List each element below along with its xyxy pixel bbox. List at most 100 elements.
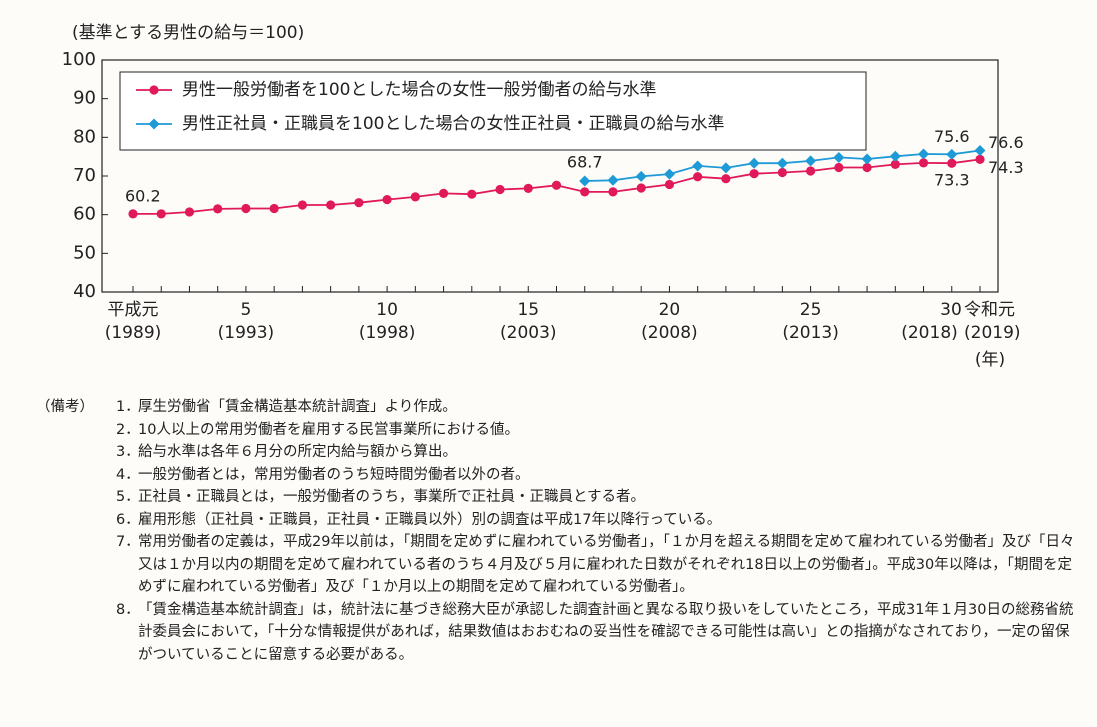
x-tick-label: 30 [940, 300, 962, 320]
note-text: 10人以上の常用労働者を雇用する民営事業所における値。 [138, 421, 519, 438]
y-tick-label: 50 [73, 242, 96, 263]
legend-label: 男性一般労働者を100とした場合の女性一般労働者の給与水準 [182, 80, 656, 100]
note-text: 正社員・正職員とは，一般労働者のうち，事業所で正社員・正職員とする者。 [138, 489, 646, 505]
x-tick-label: 平成元 [108, 300, 159, 320]
note: 6． 雇用形態（正社員・正職員，正社員・正職員以外）別の調査は平成17年以降行って… [36, 509, 1081, 532]
y-axis-title: (基準とする男性の給与＝100) [72, 23, 304, 43]
note-text: 常用労働者の定義は，平成29年以前は，「期間を定めずに雇われている労働者」，「１… [138, 534, 1075, 595]
note-number: 8． [116, 601, 140, 618]
y-tick-label: 80 [73, 126, 96, 147]
data-label: 76.6 [988, 133, 1024, 152]
data-label: 60.2 [125, 186, 161, 205]
notes: （備考） 1． 厚生労働省「賃金構造基本統計調査」より作成。 2． 10人以上の常用労… [36, 396, 1081, 666]
point [297, 200, 307, 210]
note-number: 6． [116, 511, 140, 528]
point [149, 85, 159, 95]
x-tick-label: 令和元 [964, 300, 1015, 320]
y-tick-label: 90 [73, 88, 96, 109]
chart: (基準とする男性の給与＝100) 40 50 60 70 80 90 100 平成元 (1989… [62, 23, 1024, 370]
point [974, 144, 986, 156]
point [720, 162, 732, 174]
point [663, 168, 675, 180]
point [495, 184, 505, 195]
note-number: 3． [116, 444, 140, 460]
x-tick-label: 20 [659, 300, 681, 320]
y-tick-label: 70 [73, 165, 96, 186]
point [918, 158, 929, 168]
x-tick-year: (2013) [782, 323, 839, 343]
data-label: 68.7 [567, 153, 603, 172]
note: 2． 10人以上の常用労働者を雇用する民営事業所における値。 [36, 419, 1081, 442]
note-number: 7． [116, 534, 140, 550]
note-text: 雇用形態（正社員・正職員，正社員・正職員以外）別の調査は平成17年以降行っている… [138, 511, 722, 528]
note-number: 4． [116, 466, 140, 483]
y-tick-label: 40 [73, 281, 96, 302]
point [128, 209, 138, 219]
point [748, 157, 760, 169]
point [523, 183, 533, 193]
notes-label: （備考） [36, 399, 94, 415]
point [693, 172, 703, 182]
point [635, 170, 647, 182]
point [608, 187, 618, 197]
x-unit: (年) [975, 350, 1005, 370]
x-tick-year: (1993) [218, 323, 275, 343]
point [721, 174, 731, 184]
note-text: 給与水準は各年６月分の所定内給与額から算出。 [138, 444, 457, 460]
point [148, 118, 160, 130]
note: 7． 常用労働者の定義は，平成29年以前は，「期間を定めずに雇われている労働者」，… [36, 531, 1081, 599]
note: 4． 一般労働者とは，常用労働者のうち短時間労働者以外の者。 [36, 464, 1081, 487]
point [890, 159, 900, 169]
point [947, 158, 957, 168]
point [918, 148, 930, 160]
x-tick-year: (2018) [901, 323, 958, 343]
point [806, 166, 816, 176]
point [862, 162, 872, 173]
note: 3． 給与水準は各年６月分の所定内給与額から算出。 [36, 441, 1081, 464]
note: 8． 「賃金構造基本統計調査」は，統計法に基づき総務大臣が承認した調査計画と異なる… [36, 599, 1081, 667]
x-tick-year: (2003) [500, 323, 557, 343]
point [805, 155, 817, 167]
point [213, 204, 223, 214]
point [664, 179, 675, 190]
x-tick-label: 15 [517, 300, 539, 320]
point [241, 203, 251, 214]
point [777, 167, 787, 178]
point [269, 203, 279, 214]
point [467, 189, 477, 199]
point [326, 200, 336, 210]
point [184, 207, 195, 217]
note-number: 5． [116, 489, 140, 505]
point [833, 151, 845, 163]
point [776, 157, 788, 169]
x-tick-year: (2008) [641, 323, 698, 343]
note-number: 1． [116, 399, 140, 415]
x-tick-label: 10 [376, 300, 398, 320]
note-text: 厚生労働省「賃金構造基本統計調査」より作成。 [138, 399, 457, 415]
point [579, 175, 591, 187]
x-tick-label: 25 [800, 300, 822, 320]
point [438, 188, 449, 198]
note: 5． 正社員・正職員とは，一般労働者のうち，事業所で正社員・正職員とする者。 [36, 486, 1081, 509]
note: 1． 厚生労働省「賃金構造基本統計調査」より作成。 [36, 396, 1081, 419]
x-tick-label: 5 [241, 300, 252, 320]
point [946, 148, 958, 160]
point [861, 153, 873, 165]
point [607, 174, 619, 186]
point [636, 183, 646, 193]
x-tick-year: (1989) [105, 323, 162, 343]
point [749, 169, 759, 179]
point [834, 162, 844, 173]
point [410, 192, 420, 202]
note-text: 一般労働者とは，常用労働者のうち短時間労働者以外の者。 [138, 466, 530, 483]
data-label: 75.6 [934, 127, 970, 146]
point [975, 154, 985, 164]
note-text: 「賃金構造基本統計調査」は，統計法に基づき総務大臣が承認した調査計画と異なる取り… [138, 601, 1074, 663]
legend-label: 男性正社員・正職員を100とした場合の女性正社員・正職員の給与水準 [182, 114, 724, 134]
legend-box [119, 71, 867, 151]
point [354, 198, 364, 208]
x-tick-year: (1998) [359, 323, 416, 343]
point [156, 209, 166, 219]
point [580, 187, 590, 197]
